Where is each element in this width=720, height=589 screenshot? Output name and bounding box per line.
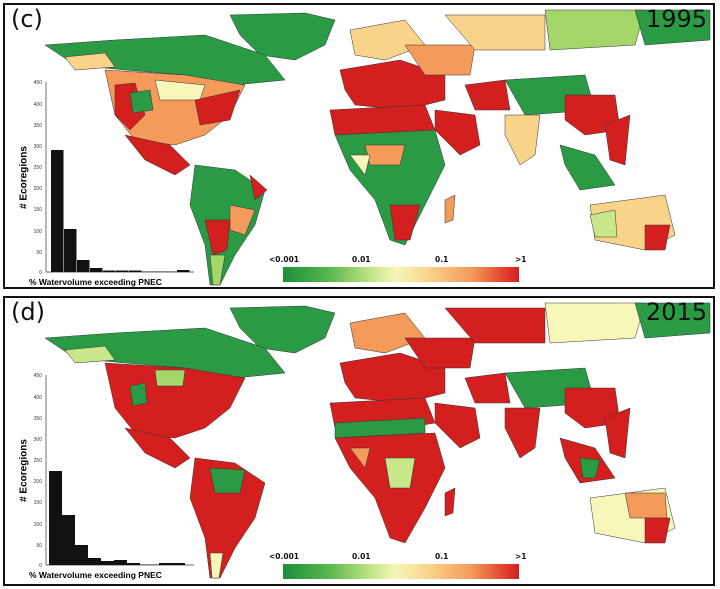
svg-text:150: 150	[34, 500, 43, 506]
year-label: 1995	[645, 5, 707, 33]
svg-text:400: 400	[34, 102, 43, 108]
svg-text:0: 0	[39, 563, 42, 569]
world-map-2015	[44, 302, 711, 579]
legend-tick: >1	[515, 552, 527, 561]
histogram-x-label: % Watervolume exceeding PNEC	[29, 277, 162, 287]
legend-tick: >1	[515, 255, 527, 264]
legend-tick: 0.01	[352, 255, 371, 264]
histogram-y-label: # Ecoregions	[18, 439, 30, 502]
legend-tick: <0.001	[269, 255, 300, 264]
svg-text:400: 400	[34, 395, 43, 401]
color-legend-2015: <0.001 0.01 0.1 >1	[269, 552, 527, 582]
svg-text:300: 300	[34, 144, 43, 150]
panel-label: (c)	[11, 5, 43, 33]
panel-1995: (c) 1995 0 50 100 150 200 250 300 350 400 450	[3, 3, 715, 289]
svg-text:450: 450	[34, 80, 43, 86]
histogram-bars-2015: 0 50 100 150 200 250 300 350 400 450	[34, 373, 194, 569]
svg-text:350: 350	[34, 416, 43, 422]
panel-2015: (d) 2015 0 50 100 150 200 250 300 350 400 450	[3, 296, 715, 586]
svg-text:200: 200	[34, 186, 43, 192]
color-legend-1995: <0.001 0.01 0.1 >1	[269, 255, 527, 285]
world-map-1995	[44, 9, 711, 286]
svg-text:300: 300	[34, 437, 43, 443]
svg-text:450: 450	[34, 373, 43, 379]
histogram-y-label: # Ecoregions	[18, 146, 30, 209]
svg-text:150: 150	[34, 207, 43, 213]
legend-tick: <0.001	[269, 552, 300, 561]
svg-text:250: 250	[34, 458, 43, 464]
svg-text:0: 0	[39, 270, 42, 276]
year-label: 2015	[645, 298, 707, 326]
histogram-bars-1995: 0 50 100 150 200 250 300 350 400 450	[34, 80, 194, 276]
panel-label: (d)	[11, 298, 45, 326]
legend-tick: 0.1	[435, 255, 449, 264]
legend-tick: 0.01	[352, 552, 371, 561]
legend-gradient-bar	[283, 564, 519, 579]
legend-gradient-bar	[283, 267, 519, 282]
svg-text:100: 100	[34, 522, 43, 528]
histogram-2015: 0 50 100 150 200 250 300 350 400 450 # Ecoregio…	[9, 370, 199, 580]
svg-text:350: 350	[34, 123, 43, 129]
legend-tick: 0.1	[435, 552, 449, 561]
histogram-1995: 0 50 100 150 200 250 300 350 400 450 # Ecoregio…	[9, 77, 199, 287]
svg-text:200: 200	[34, 479, 43, 485]
svg-text:250: 250	[34, 165, 43, 171]
svg-text:50: 50	[36, 250, 42, 256]
svg-text:100: 100	[34, 229, 43, 235]
histogram-x-label: % Watervolume exceeding PNEC	[29, 570, 162, 580]
svg-text:50: 50	[36, 543, 42, 549]
